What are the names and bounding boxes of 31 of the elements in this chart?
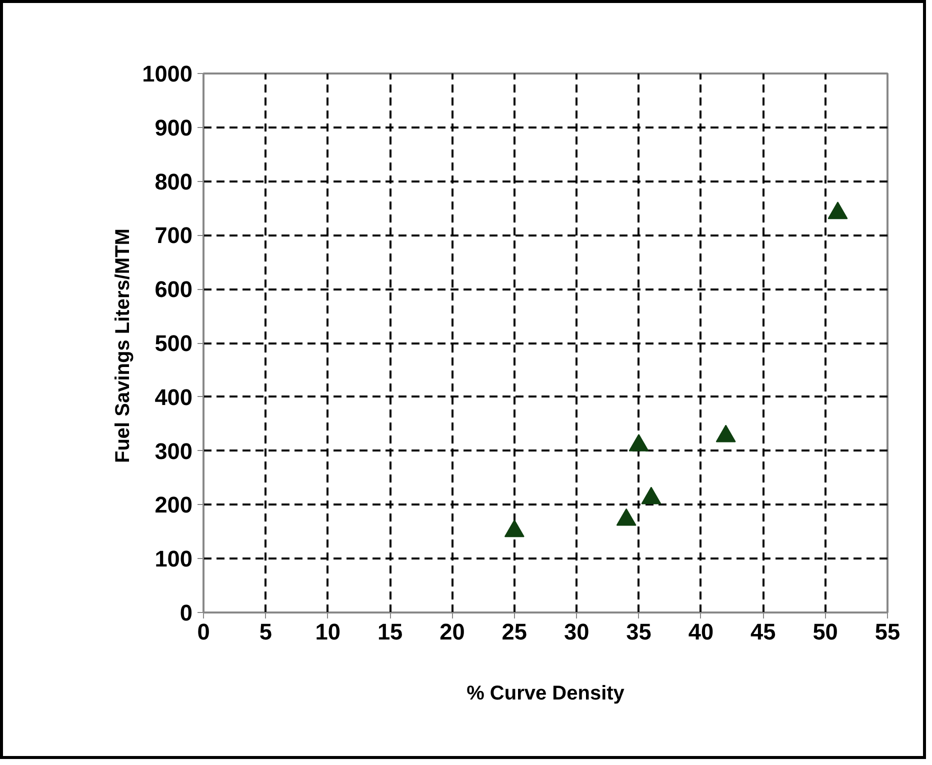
point bbox=[628, 434, 649, 452]
y-tick-label: 0 bbox=[180, 600, 193, 626]
point bbox=[641, 486, 662, 504]
x-tick-label: 0 bbox=[197, 618, 210, 644]
x-tick-label: 10 bbox=[315, 618, 340, 644]
y-tick-label: 1000 bbox=[142, 60, 193, 86]
x-tick-label: 50 bbox=[812, 618, 838, 644]
x-tick-label: 30 bbox=[564, 618, 590, 644]
y-tick-label: 500 bbox=[154, 330, 193, 356]
y-tick-label: 200 bbox=[154, 492, 193, 518]
x-tick-label: 45 bbox=[750, 618, 776, 644]
point bbox=[716, 424, 736, 442]
y-tick-label: 900 bbox=[154, 114, 193, 140]
x-axis-title: % Curve Density bbox=[466, 682, 626, 704]
point bbox=[616, 508, 636, 526]
y-tick-label: 800 bbox=[154, 168, 193, 194]
x-tick-label: 25 bbox=[502, 618, 528, 644]
x-tick-label: 55 bbox=[874, 618, 900, 644]
x-tick-label: 20 bbox=[440, 618, 465, 644]
point bbox=[504, 520, 524, 538]
y-tick-label: 600 bbox=[154, 276, 193, 302]
y-tick-label: 300 bbox=[154, 438, 193, 464]
y-tick-label: 700 bbox=[154, 222, 193, 248]
x-tick-label: 5 bbox=[259, 618, 272, 644]
point bbox=[828, 202, 848, 220]
y-tick-label: 400 bbox=[154, 384, 193, 410]
y-tick-label: 100 bbox=[154, 546, 193, 572]
x-tick-label: 40 bbox=[688, 618, 714, 644]
x-tick-label: 15 bbox=[377, 618, 403, 644]
y-axis-title: Fuel Savings Liters/MTM bbox=[112, 228, 134, 464]
x-tick-label: 35 bbox=[626, 618, 652, 644]
